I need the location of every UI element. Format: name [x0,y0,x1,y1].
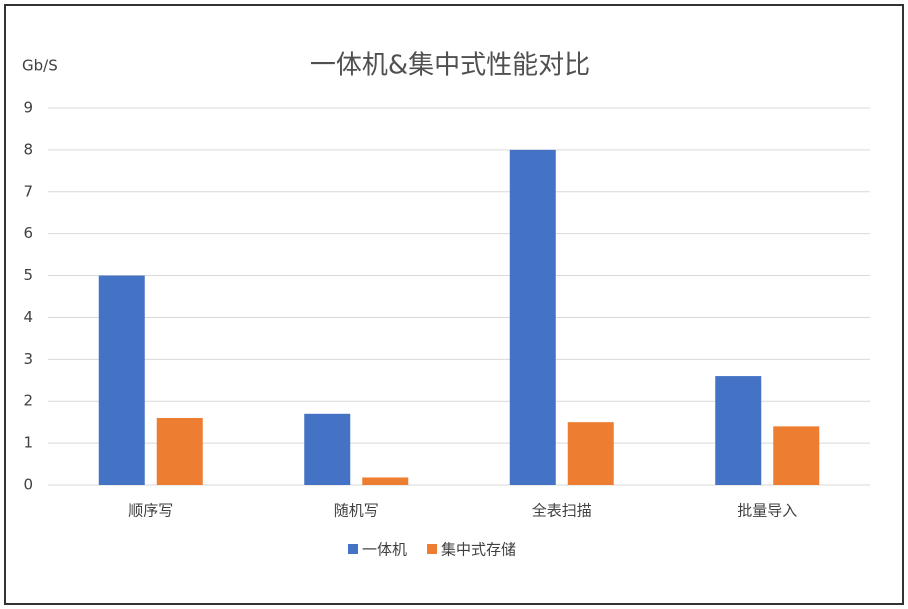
y-tick-label: 6 [23,224,33,242]
x-tick-label: 全表扫描 [532,502,592,520]
bar [773,426,820,485]
y-tick-label: 2 [23,392,33,410]
chart-title: 一体机&集中式性能对比 [310,51,590,81]
bar [98,275,145,485]
y-tick-label: 9 [23,99,33,117]
legend-label: 一体机 [362,541,407,559]
bar [715,376,762,485]
bar [304,413,351,485]
y-tick-label: 8 [23,140,33,158]
bar [362,477,409,485]
y-tick-label: 3 [23,350,33,368]
legend-label: 集中式存储 [441,541,516,559]
y-tick-label: 4 [23,308,33,326]
bar [509,149,556,485]
y-tick-label: 0 [23,476,33,494]
y-tick-label: 1 [23,434,33,452]
x-tick-label: 随机写 [334,502,379,520]
bar [567,422,614,485]
chart-frame [4,4,904,605]
bar [156,417,203,485]
y-tick-label: 5 [23,266,33,284]
legend-swatch [427,544,438,554]
x-tick-label: 批量导入 [737,502,797,520]
y-tick-label: 7 [23,182,33,200]
x-tick-label: 顺序写 [128,502,173,520]
legend-swatch [348,544,358,554]
y-axis-label: Gb/S [22,57,58,75]
